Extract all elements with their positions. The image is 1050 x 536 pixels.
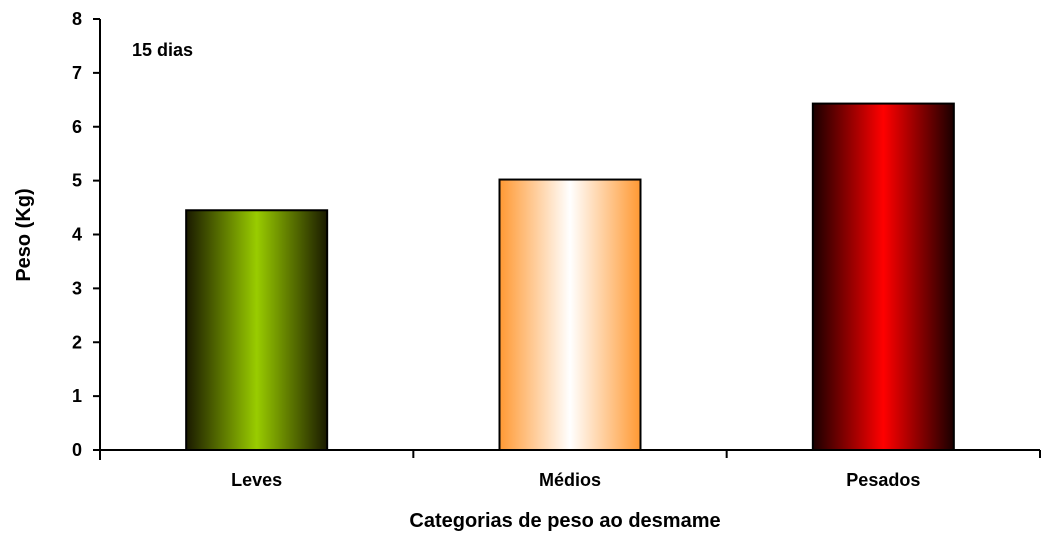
bars-layer <box>185 102 955 452</box>
y-tick-label: 4 <box>72 225 82 245</box>
y-tick-label: 2 <box>72 332 82 352</box>
y-tick-label: 0 <box>72 440 82 460</box>
y-tick-label: 5 <box>72 171 82 191</box>
y-tick-label: 1 <box>72 386 82 406</box>
x-tick-label: Pesados <box>846 470 920 490</box>
bar-medios <box>498 178 642 452</box>
y-tick-label: 6 <box>72 117 82 137</box>
x-axis-title: Categorias de peso ao desmame <box>409 510 720 532</box>
x-tick-label: Leves <box>231 470 282 490</box>
y-axis-title: Peso (Kg) <box>13 188 35 281</box>
x-tick-labels: Leves Médios Pesados <box>231 450 1041 490</box>
axes-layer <box>99 19 1040 460</box>
y-tick-label: 8 <box>72 9 82 29</box>
x-tick-label: Médios <box>539 470 601 490</box>
y-tick-label: 7 <box>72 63 82 83</box>
annotation-text: 15 dias <box>132 40 193 60</box>
y-tick-label: 3 <box>72 278 82 298</box>
y-ticks: 0 1 2 3 4 5 6 7 8 <box>72 9 100 460</box>
bar-leves <box>185 209 329 451</box>
bar-pesados <box>811 102 955 452</box>
